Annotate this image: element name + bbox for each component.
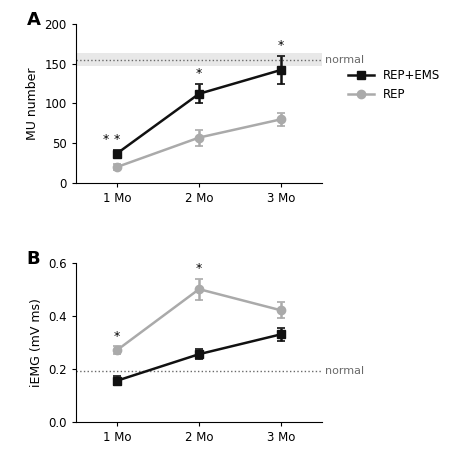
Text: normal: normal bbox=[325, 55, 364, 64]
Text: *: * bbox=[103, 133, 109, 146]
Y-axis label: MU number: MU number bbox=[26, 67, 39, 139]
Y-axis label: iEMG (mV ms): iEMG (mV ms) bbox=[30, 298, 43, 387]
Text: B: B bbox=[27, 250, 40, 268]
Text: *: * bbox=[278, 38, 284, 52]
Legend: REP+EMS, REP: REP+EMS, REP bbox=[348, 69, 441, 101]
Text: *: * bbox=[114, 330, 120, 343]
Text: *: * bbox=[114, 133, 120, 146]
Text: *: * bbox=[196, 67, 202, 80]
Text: A: A bbox=[27, 11, 40, 29]
Text: *: * bbox=[196, 262, 202, 275]
Text: normal: normal bbox=[325, 366, 364, 376]
